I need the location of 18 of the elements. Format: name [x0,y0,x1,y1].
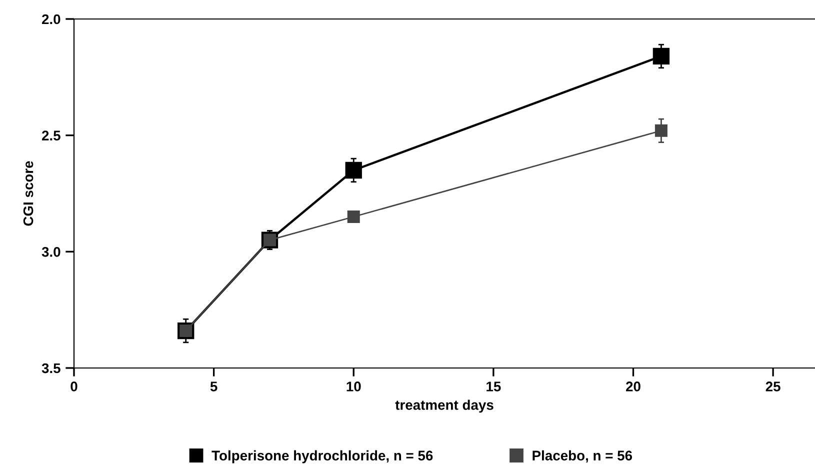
point [654,124,668,137]
x-tick-label: 0 [70,382,78,392]
y-tick-label: 2.0 [42,14,60,24]
point [652,48,670,65]
y-tick-label: 3.5 [42,363,60,374]
point [345,162,362,179]
x-tick-label: 5 [210,382,218,392]
y-tick-label: 3.0 [42,247,60,257]
x-tick-label: 20 [626,382,640,392]
x-axis-title: treatment days [395,400,494,413]
x-tick-label: 25 [766,382,780,392]
legend-label: Placebo, n = 56 [532,450,632,463]
x-tick-label: 10 [346,382,361,392]
y-tick-label: 2.5 [42,130,60,141]
x-tick-label: 15 [486,382,501,392]
point [347,210,360,224]
y-axis-title: CGI score [23,161,34,226]
legend-label: Tolperisone hydrochloride, n = 56 [212,450,433,464]
